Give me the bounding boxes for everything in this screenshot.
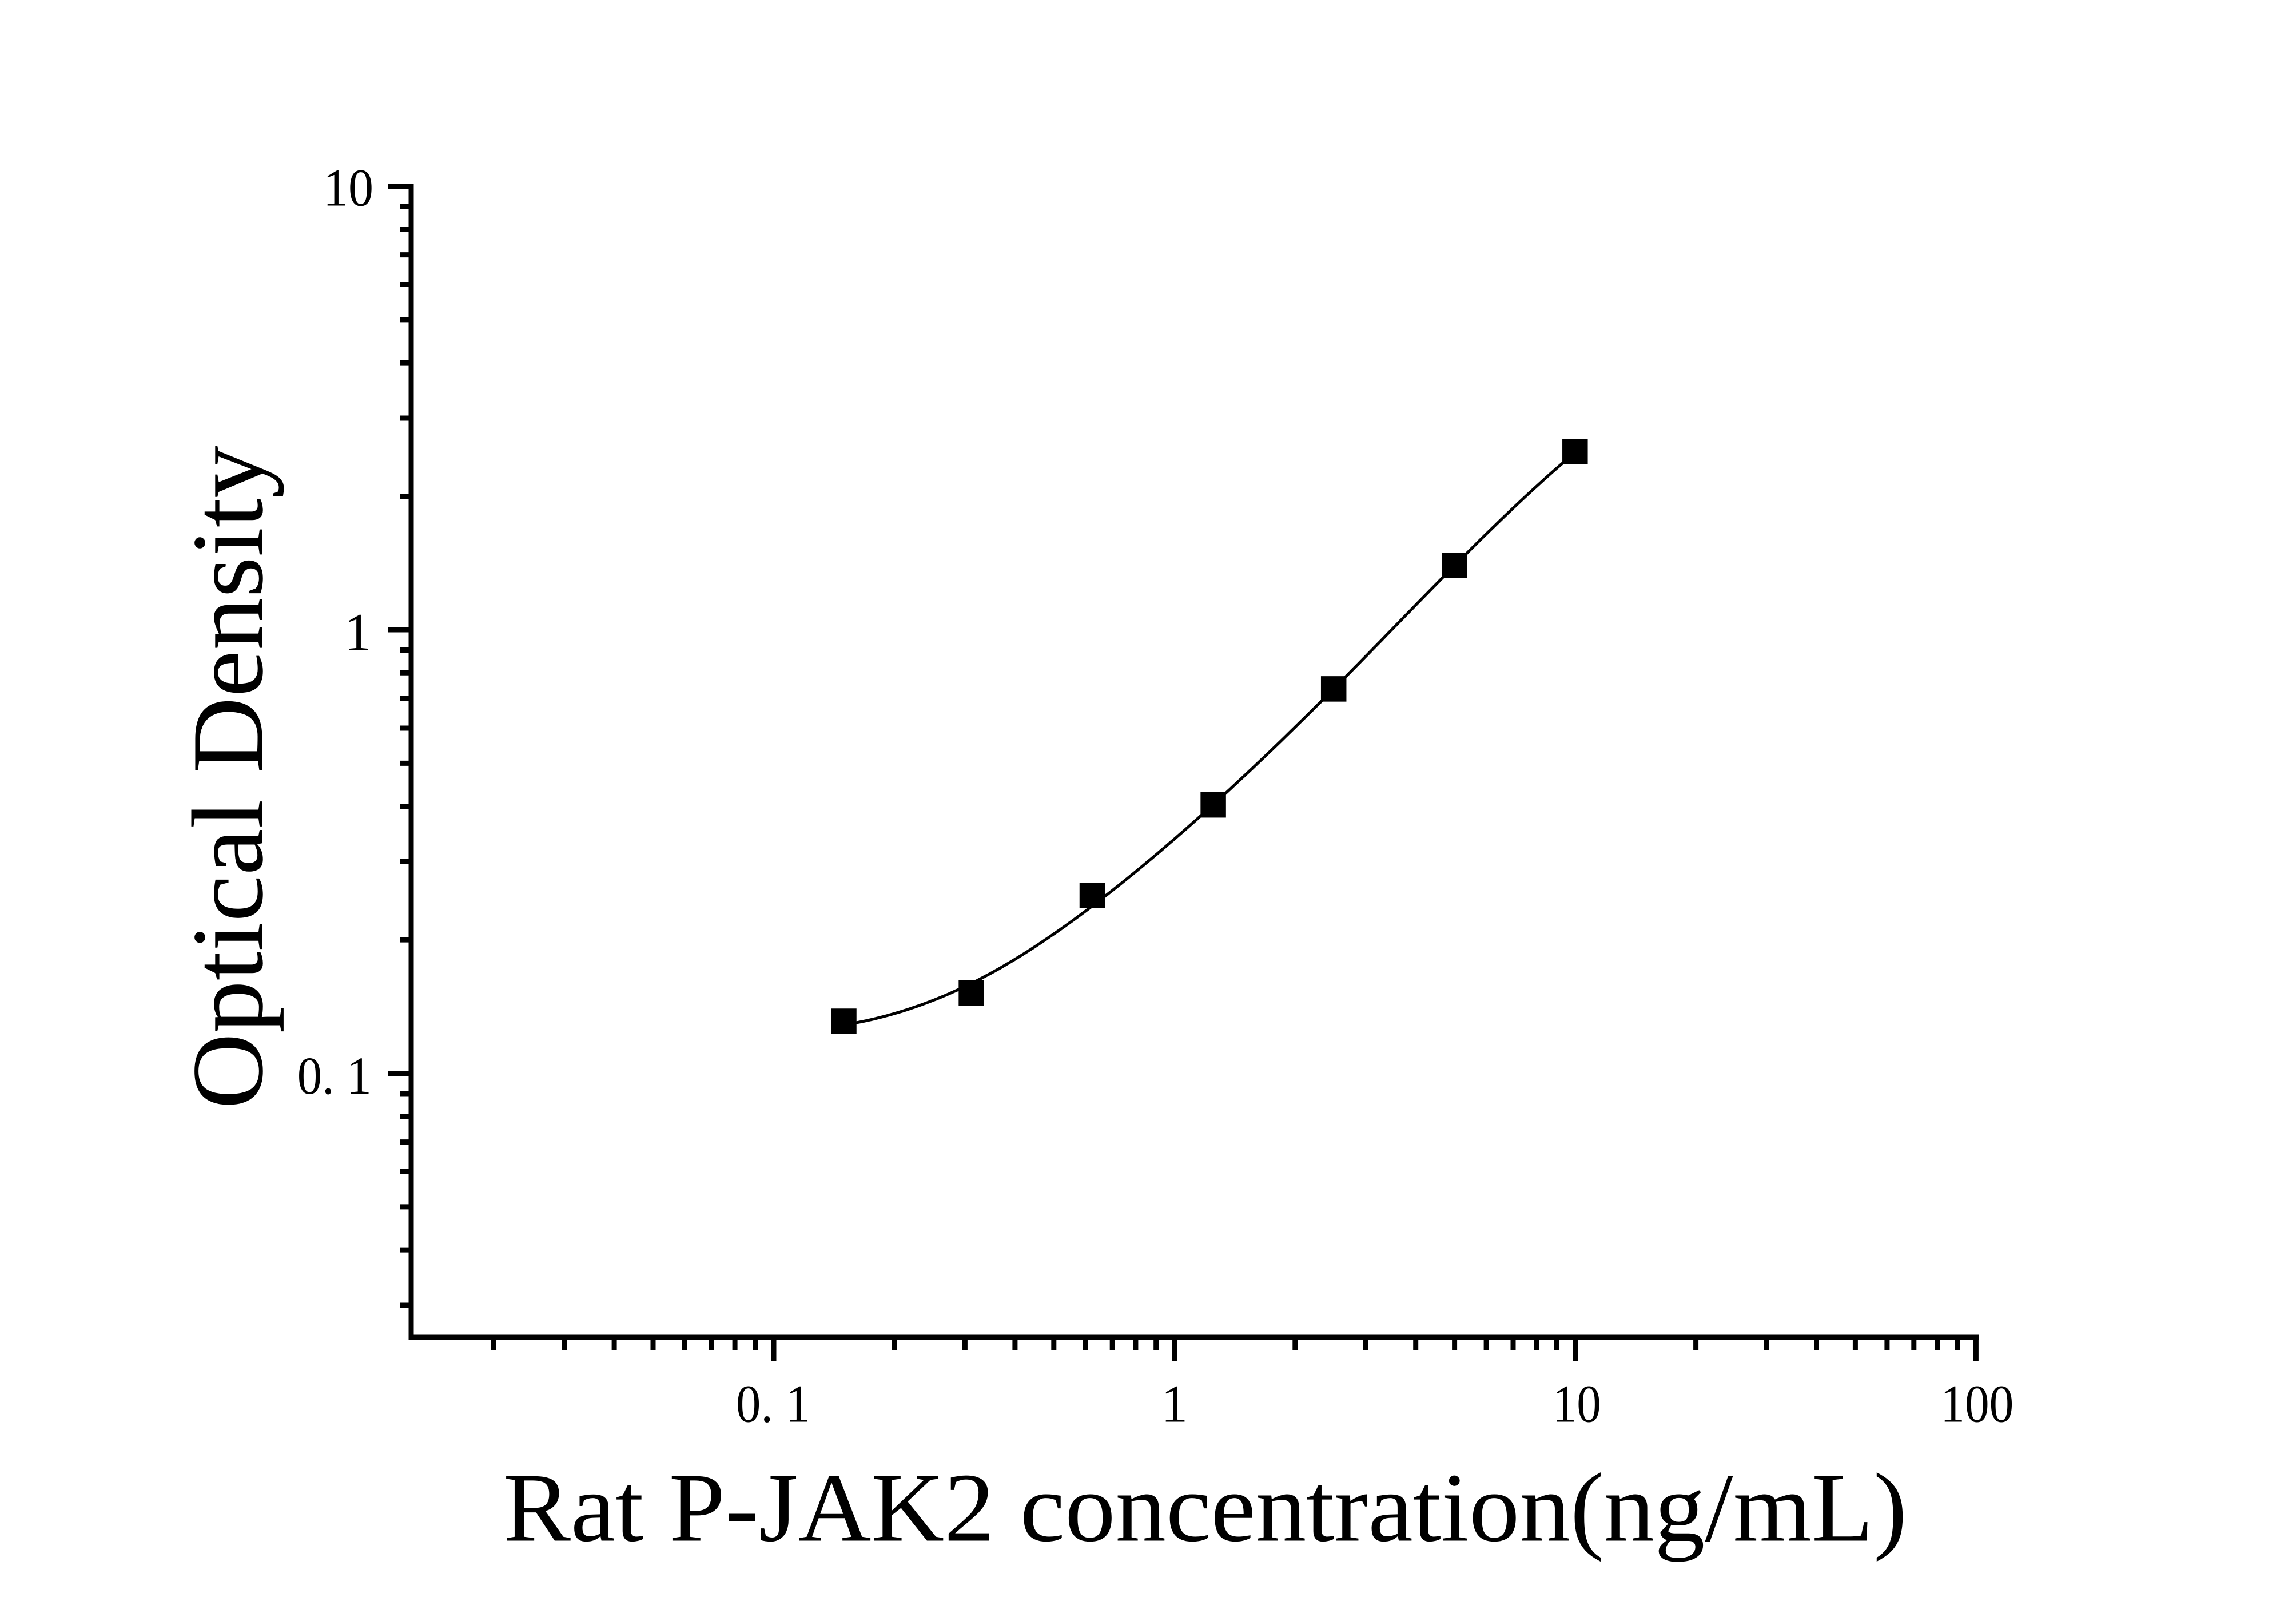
svg-text:100: 100 <box>1940 1375 2014 1434</box>
svg-text:0. 1: 0. 1 <box>297 1047 372 1106</box>
svg-text:1: 1 <box>345 603 372 662</box>
svg-text:10: 10 <box>1553 1375 1601 1434</box>
svg-text:0. 1: 0. 1 <box>736 1375 810 1434</box>
svg-text:Optical Density: Optical Density <box>171 446 284 1109</box>
svg-text:10: 10 <box>323 159 373 218</box>
svg-text:1: 1 <box>1161 1375 1188 1434</box>
svg-text:Rat P-JAK2 concentration(ng/mL: Rat P-JAK2 concentration(ng/mL) <box>503 1454 1907 1563</box>
